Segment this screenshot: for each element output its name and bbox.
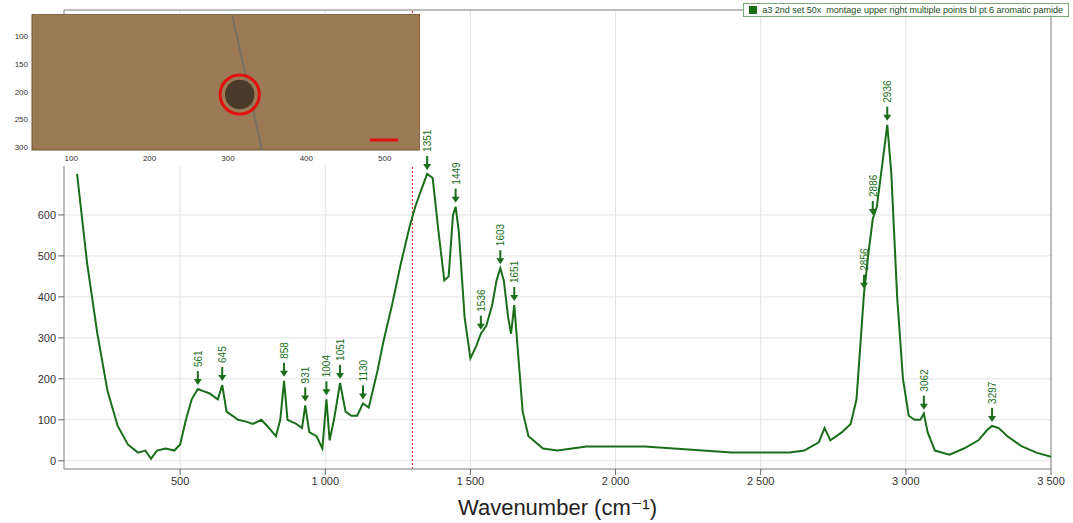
svg-text:2 000: 2 000: [602, 475, 630, 487]
svg-text:1130: 1130: [358, 359, 369, 381]
svg-text:200: 200: [143, 154, 157, 163]
svg-text:200: 200: [15, 88, 29, 97]
svg-text:1 500: 1 500: [457, 475, 485, 487]
svg-text:645: 645: [217, 346, 228, 363]
svg-text:3 500: 3 500: [1037, 475, 1065, 487]
svg-text:1651: 1651: [509, 260, 520, 283]
svg-text:500: 500: [171, 475, 189, 487]
svg-text:1603: 1603: [495, 223, 506, 246]
svg-text:1449: 1449: [451, 162, 462, 185]
svg-text:561: 561: [193, 350, 204, 367]
svg-text:600: 600: [38, 209, 56, 221]
svg-text:1536: 1536: [476, 289, 487, 312]
svg-text:250: 250: [15, 115, 29, 124]
svg-text:500: 500: [38, 250, 56, 262]
svg-text:1051: 1051: [335, 338, 346, 361]
svg-text:500: 500: [378, 154, 392, 163]
svg-text:2886: 2886: [868, 174, 879, 197]
svg-text:300: 300: [221, 154, 235, 163]
svg-text:150: 150: [15, 60, 29, 69]
svg-text:Wavenumber (cm⁻¹): Wavenumber (cm⁻¹): [458, 495, 657, 520]
svg-text:2 500: 2 500: [747, 475, 775, 487]
svg-text:3297: 3297: [987, 381, 998, 404]
svg-text:931: 931: [300, 366, 311, 383]
svg-text:100: 100: [15, 32, 29, 41]
svg-text:858: 858: [279, 342, 290, 359]
svg-text:1351: 1351: [422, 129, 433, 152]
svg-text:400: 400: [38, 291, 56, 303]
svg-text:200: 200: [38, 373, 56, 385]
svg-text:3 000: 3 000: [892, 475, 920, 487]
html-text:a3 2nd set 50x montage upper r: a3 2nd set 50x montage upper right multi…: [762, 5, 1063, 15]
svg-text:100: 100: [65, 154, 79, 163]
svg-text:100: 100: [38, 414, 56, 426]
svg-text:2856: 2856: [859, 248, 870, 271]
svg-text:1 000: 1 000: [311, 475, 339, 487]
svg-text:3062: 3062: [919, 369, 930, 392]
svg-text:2936: 2936: [882, 80, 893, 103]
svg-text:300: 300: [15, 143, 29, 152]
svg-text:300: 300: [38, 332, 56, 344]
svg-text:400: 400: [300, 154, 314, 163]
svg-text:1004: 1004: [321, 355, 332, 378]
svg-text:0: 0: [50, 455, 56, 467]
